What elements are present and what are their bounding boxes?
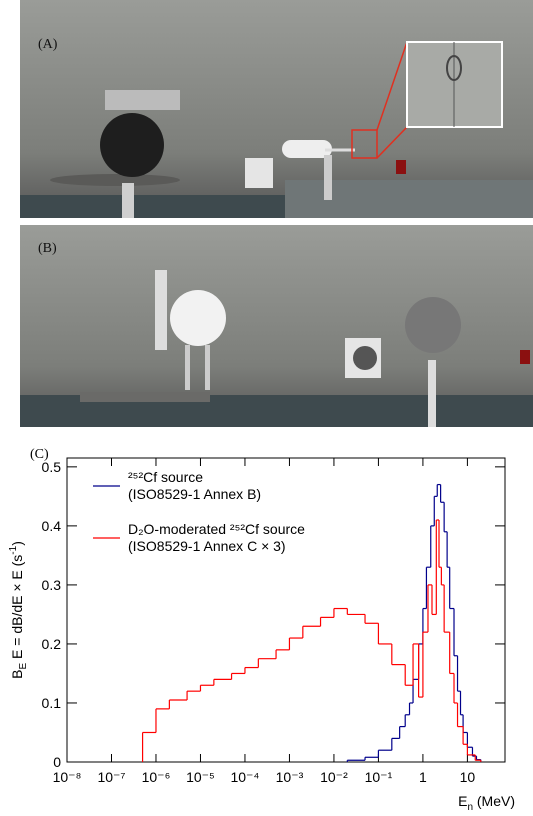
x-label-part: (MeV) xyxy=(473,793,515,809)
x-tick-label: 10⁻³ xyxy=(276,769,304,785)
legend-subtitle: (ISO8529-1 Annex B) xyxy=(128,486,261,502)
plot-frame xyxy=(66,457,506,763)
y-tick-label: 0.5 xyxy=(42,459,62,475)
x-tick-label: 1 xyxy=(419,769,427,785)
x-tick-label: 10⁻⁶ xyxy=(142,769,171,785)
photo-b: (B) xyxy=(20,225,533,427)
y-tick-label: 0 xyxy=(53,754,61,770)
x-tick-label: 10⁻⁴ xyxy=(230,769,259,785)
series xyxy=(141,519,482,762)
panel-label: (C) xyxy=(30,447,49,462)
legend-label: D₂O-moderated ²⁵²Cf source xyxy=(128,521,305,537)
x-axis-label: En (MeV) xyxy=(458,793,515,813)
legend-label: ²⁵²Cf source xyxy=(128,469,203,485)
legend: ²⁵²Cf source(ISO8529-1 Annex B) D₂O-moder… xyxy=(93,469,305,554)
x-tick-label: 10⁻⁷ xyxy=(97,769,125,785)
x-tick-label: 10⁻¹ xyxy=(365,769,393,785)
x-tick-label: 10⁻² xyxy=(320,769,348,785)
x-tick-label: 10⁻⁵ xyxy=(186,769,215,785)
panel-label: (B) xyxy=(38,241,57,256)
x-label-part: E xyxy=(458,793,467,809)
y-label-sup: -1 xyxy=(8,545,19,554)
y-label-sub: E xyxy=(18,663,29,670)
panel-label: (A) xyxy=(38,37,58,52)
y-tick-label: 0.2 xyxy=(42,636,62,652)
legend-subtitle: (ISO8529-1 Annex C × 3) xyxy=(128,538,286,554)
x-tick-label: 10 xyxy=(460,769,476,785)
y-tick-label: 0.4 xyxy=(42,518,62,534)
photo-a: (A) xyxy=(20,0,533,218)
y-axis-label: BE E = dB/dE × E (s-1) xyxy=(8,541,29,679)
y-label-part: E = dB/dE × E (s xyxy=(9,555,25,663)
x-label-sub: n xyxy=(467,802,473,813)
y-label-part: ) xyxy=(9,541,25,546)
step-riser xyxy=(141,519,482,762)
y-label-part: B xyxy=(9,670,25,679)
x-tick-label: 10⁻⁸ xyxy=(53,769,82,785)
y-tick-label: 0.1 xyxy=(42,695,62,711)
y-tick-label: 0.3 xyxy=(42,577,62,593)
